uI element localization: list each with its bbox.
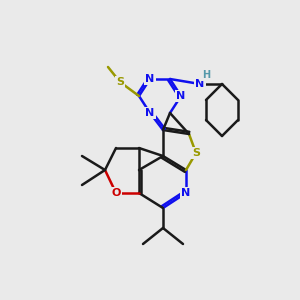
Text: O: O [111, 188, 121, 198]
Text: S: S [116, 77, 124, 87]
Text: N: N [146, 108, 154, 118]
Text: N: N [182, 188, 190, 198]
Text: N: N [195, 79, 205, 89]
Text: S: S [192, 148, 200, 158]
Text: H: H [202, 70, 210, 80]
Text: N: N [146, 74, 154, 84]
Text: N: N [176, 91, 186, 101]
